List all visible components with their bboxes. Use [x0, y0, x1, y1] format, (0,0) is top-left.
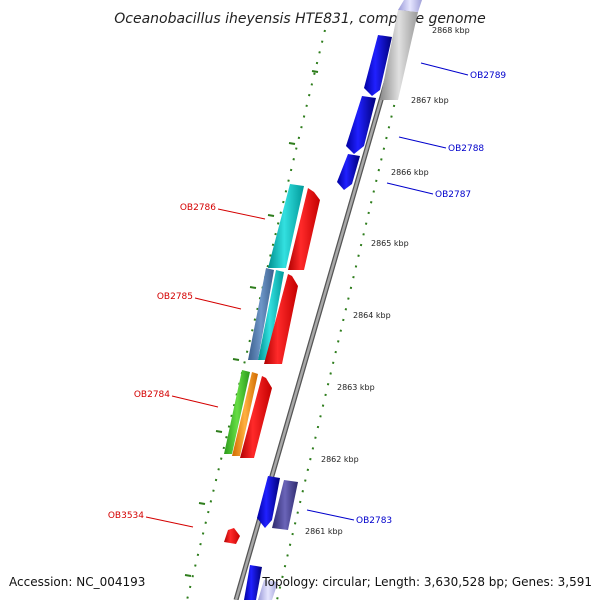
gene-label-ob2788[interactable]: OB2788 [448, 144, 484, 154]
scale-tick-label: 2863 kbp [337, 383, 375, 392]
gene-label-ob2785[interactable]: OB2785 [157, 292, 193, 302]
accession-text: Accession: NC_004193 [9, 575, 145, 589]
inner-major-ticks [184, 70, 319, 577]
gene-ob2785-c[interactable] [264, 274, 298, 364]
gene-ob2788[interactable] [346, 96, 376, 154]
gene-ob2789-a[interactable] [364, 35, 392, 96]
scale-tick-label: 2862 kbp [321, 455, 359, 464]
gene-ob2787[interactable] [337, 154, 360, 190]
scale-tick-label: 2865 kbp [371, 239, 409, 248]
inner-dotted-track [186, 29, 326, 600]
gene-label-ob3534[interactable]: OB3534 [108, 511, 144, 521]
gene-ob2785-b[interactable] [258, 270, 284, 360]
gene-ob2789-b[interactable] [380, 10, 418, 100]
gene-bottom-a[interactable] [244, 565, 262, 600]
gene-label-ob2787[interactable]: OB2787 [435, 190, 471, 200]
genome-summary-text: Topology: circular; Length: 3,630,528 bp… [261, 575, 592, 589]
scale-tick-label: 2866 kbp [391, 168, 429, 177]
gene-ob2785-a[interactable] [248, 268, 274, 360]
gene-ob2789-c[interactable] [398, 0, 422, 12]
scale-tick-label: 2867 kbp [411, 96, 449, 105]
gene-label-ob2784[interactable]: OB2784 [134, 390, 170, 400]
gene-label-ob2789[interactable]: OB2789 [470, 71, 506, 81]
gene-ob3534[interactable] [224, 528, 240, 544]
scale-tick-label: 2864 kbp [353, 311, 391, 320]
gene-label-ob2783[interactable]: OB2783 [356, 516, 392, 526]
scale-tick-label: 2861 kbp [305, 527, 343, 536]
gene-bottom-b[interactable] [258, 580, 278, 600]
gene-label-ob2786[interactable]: OB2786 [180, 203, 216, 213]
gene-ob2786-b[interactable] [288, 188, 320, 270]
gene-ob2786-a[interactable] [268, 184, 304, 268]
gene-ob2784-a[interactable] [224, 370, 250, 454]
scale-tick-label: 2868 kbp [432, 26, 470, 35]
outer-dotted-track [276, 29, 413, 600]
gene-ob2784-c[interactable] [240, 376, 272, 458]
reverse-label-leaders [306, 62, 469, 521]
gene-ob2783-b[interactable] [272, 480, 298, 530]
gene-ob2783-a[interactable] [257, 476, 280, 528]
gene-ob2784-b[interactable] [232, 372, 258, 456]
map-title: Oceanobacillus iheyensis HTE831, complet… [114, 11, 485, 27]
forward-label-leaders [145, 208, 266, 528]
